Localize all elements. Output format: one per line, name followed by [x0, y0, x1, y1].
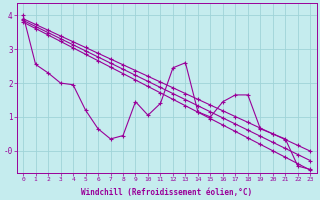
X-axis label: Windchill (Refroidissement éolien,°C): Windchill (Refroidissement éolien,°C) [81, 188, 252, 197]
